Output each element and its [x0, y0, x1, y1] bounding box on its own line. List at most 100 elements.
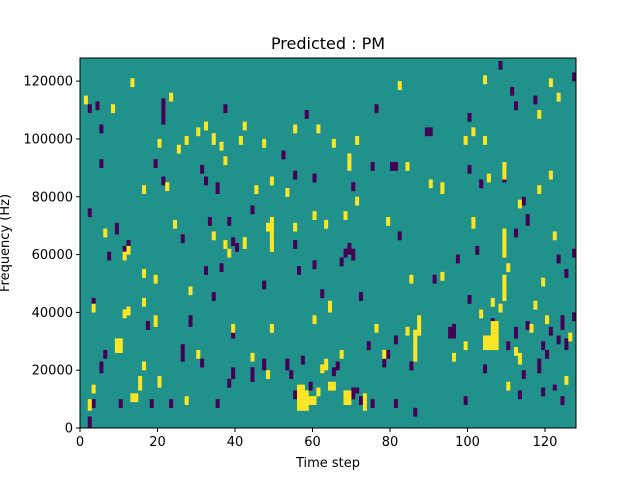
heatmap-cell-low — [393, 399, 398, 403]
heatmap-cell-low — [114, 225, 119, 229]
heatmap-cell-low — [382, 361, 387, 365]
heatmap-cell-high — [502, 280, 507, 284]
heatmap-cell-low — [180, 234, 185, 238]
heatmap-cell-low — [95, 107, 100, 111]
heatmap-cell-high — [157, 141, 162, 145]
heatmap-cell-high — [529, 326, 534, 330]
heatmap-cell-high — [545, 321, 550, 325]
heatmap-cell-low — [211, 295, 216, 299]
heatmap-cell-high — [266, 375, 271, 380]
heatmap-cell-high — [196, 127, 201, 131]
heatmap-cell-high — [142, 271, 147, 275]
heatmap-cell-high — [490, 300, 495, 304]
heatmap-cell-high — [552, 231, 557, 235]
heatmap-cell-low — [533, 95, 538, 99]
heatmap-cell-high — [142, 303, 147, 307]
heatmap-cell-high — [142, 361, 147, 365]
heatmap-cell-high — [204, 127, 209, 131]
heatmap-cell-low — [343, 254, 348, 258]
heatmap-cell-high — [347, 390, 352, 394]
heatmap-cell-high — [266, 370, 271, 374]
heatmap-cell-low — [262, 280, 267, 284]
heatmap-cell-high — [417, 315, 422, 319]
heatmap-cell-low — [514, 228, 519, 232]
heatmap-cell-high — [126, 306, 131, 310]
heatmap-cell-high — [440, 190, 445, 195]
heatmap-cell-low — [455, 257, 460, 261]
heatmap-cell-high — [428, 179, 433, 183]
heatmap-cell-high — [122, 312, 127, 316]
heatmap-cell-high — [297, 384, 302, 388]
heatmap-cell-low — [514, 332, 519, 336]
heatmap-cell-low — [87, 422, 92, 426]
heatmap-cell-high — [483, 138, 488, 142]
heatmap-cell-low — [91, 401, 96, 406]
heatmap-cell-low — [393, 162, 398, 166]
heatmap-cell-low — [204, 271, 209, 275]
heatmap-cell-low — [572, 72, 577, 76]
heatmap-cell-low — [320, 292, 325, 296]
heatmap-cell-high — [165, 182, 170, 186]
y-tick-label: 60000 — [32, 248, 73, 263]
heatmap-cell-high — [556, 92, 561, 96]
heatmap-cell-low — [374, 107, 379, 111]
heatmap-cell-low — [351, 257, 356, 261]
heatmap-cell-low — [514, 231, 519, 235]
heatmap-cell-high — [517, 355, 522, 359]
heatmap-cell-high — [362, 407, 367, 411]
heatmap-cell-low — [118, 404, 123, 408]
heatmap-cell-high — [176, 147, 181, 151]
heatmap-cell-high — [483, 347, 488, 351]
heatmap-cell-high — [211, 231, 216, 235]
heatmap-cell-high — [502, 176, 507, 180]
heatmap-cell-low — [180, 240, 185, 244]
heatmap-cell-high — [537, 185, 542, 189]
heatmap-cell-low — [227, 222, 232, 226]
x-axis: 0 20 40 60 80 100 120 — [76, 428, 557, 450]
heatmap-cell-low — [448, 329, 453, 333]
heatmap-cell-high — [502, 274, 507, 278]
heatmap-cell-low — [320, 289, 325, 293]
heatmap-cell-high — [405, 329, 410, 333]
heatmap-cell-low — [231, 373, 236, 377]
heatmap-cell-low — [211, 292, 216, 296]
heatmap-cell-high — [548, 78, 553, 82]
heatmap-cell-low — [448, 326, 453, 330]
heatmap-cell-high — [134, 396, 139, 400]
heatmap-cell-low — [467, 167, 472, 171]
heatmap-cell-high — [114, 341, 119, 345]
heatmap-cell-low — [560, 321, 565, 325]
heatmap-cell-high — [165, 185, 170, 189]
heatmap-cell-high — [413, 347, 418, 351]
heatmap-cell-low — [207, 216, 212, 221]
heatmap-cell-low — [204, 176, 209, 180]
heatmap-cell-high — [479, 309, 484, 313]
heatmap-cell-high — [219, 147, 224, 151]
heatmap-cell-low — [180, 352, 185, 356]
heatmap-cell-low — [262, 364, 267, 368]
heatmap-cell-low — [250, 370, 255, 374]
heatmap-cell-low — [293, 243, 298, 247]
heatmap-cell-high — [142, 188, 147, 192]
heatmap-cell-high — [413, 352, 418, 356]
heatmap-cell-high — [405, 326, 410, 330]
heatmap-cell-low — [382, 358, 387, 362]
heatmap-cell-high — [83, 101, 88, 105]
heatmap-cell-low — [521, 199, 526, 203]
heatmap-cell-low — [122, 248, 127, 252]
heatmap-cell-low — [153, 159, 158, 163]
heatmap-cell-high — [471, 216, 476, 221]
heatmap-cell-low — [87, 211, 92, 215]
heatmap-cell-low — [300, 355, 305, 359]
heatmap-cell-high — [312, 321, 317, 325]
heatmap-cell-high — [494, 332, 499, 336]
heatmap-cell-high — [568, 338, 573, 342]
heatmap-cell-high — [355, 199, 360, 203]
heatmap-cell-low — [452, 323, 457, 327]
heatmap-cell-low — [126, 240, 131, 244]
heatmap-cell-high — [529, 329, 534, 333]
heatmap-cell-high — [343, 401, 348, 406]
heatmap-cell-low — [308, 384, 313, 388]
heatmap-cell-low — [560, 318, 565, 322]
